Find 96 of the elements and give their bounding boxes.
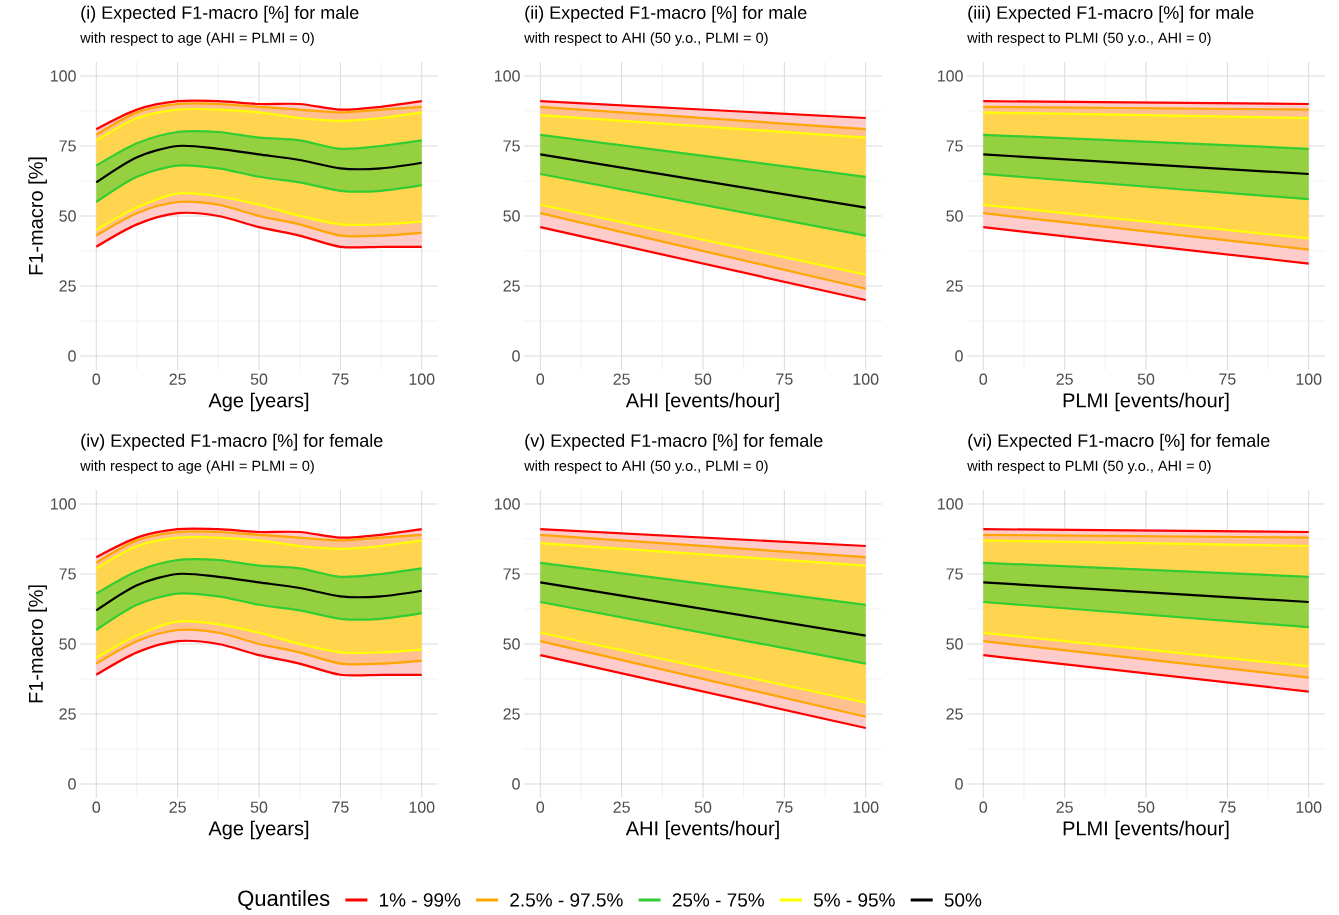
- line-series: [95, 572, 423, 612]
- chart-title: (ii) Expected F1-macro [%] for male: [525, 5, 807, 23]
- y-tick-label: 25: [59, 708, 76, 720]
- y-tick-label: 50: [946, 210, 963, 222]
- x-tick-label: 75: [776, 373, 793, 385]
- y-tick-label: 0: [68, 778, 76, 790]
- x-tick-label: 0: [979, 801, 988, 813]
- chart-subtitle: with respect to age (AHI = PLMI = 0): [80, 460, 314, 474]
- y-axis-title: F1-macro [%]: [28, 585, 47, 703]
- line-series: [95, 200, 423, 238]
- y-tick-label: 75: [503, 140, 520, 152]
- y-tick-label: 25: [946, 280, 963, 292]
- y-tick-label: 75: [946, 140, 963, 152]
- x-axis-title: PLMI [events/hour]: [1063, 820, 1229, 840]
- x-tick-label: 75: [1219, 373, 1236, 385]
- y-tick-label: 25: [946, 708, 963, 720]
- x-tick-label: 75: [332, 801, 349, 813]
- y-tick-label: 0: [512, 778, 520, 790]
- line-series: [95, 557, 423, 595]
- x-tick-label: 50: [250, 373, 268, 385]
- chart-subtitle: with respect to PLMI (50 y.o., AHI = 0): [967, 32, 1211, 46]
- x-axis-title: AHI [events/hour]: [625, 392, 779, 412]
- y-tick-label: 50: [946, 638, 963, 650]
- x-tick-label: 75: [776, 801, 793, 813]
- y-axis-title: F1-macro [%]: [28, 157, 47, 275]
- y-tick-label: 0: [68, 350, 76, 362]
- x-tick-label: 0: [536, 801, 545, 813]
- y-tick-label: 75: [503, 568, 520, 580]
- x-tick-label: 50: [1137, 801, 1155, 813]
- y-tick-label: 25: [503, 280, 520, 292]
- y-tick-label: 100: [938, 70, 963, 82]
- line-series: [95, 592, 423, 632]
- line-series: [95, 639, 423, 677]
- chart-title: (v) Expected F1-macro [%] for female: [525, 433, 823, 451]
- x-tick-label: 25: [169, 801, 186, 813]
- legend-label: 5% - 95%: [813, 893, 895, 907]
- x-axis-title: PLMI [events/hour]: [1063, 392, 1229, 412]
- legend-label: 25% - 75%: [672, 893, 765, 907]
- x-tick-label: 100: [853, 373, 879, 385]
- legend-title: Quantiles: [238, 889, 330, 911]
- x-tick-label: 0: [92, 801, 101, 813]
- x-tick-label: 25: [1056, 801, 1073, 813]
- legend-label: 1% - 99%: [379, 893, 461, 907]
- line-series: [95, 628, 423, 666]
- x-tick-label: 100: [409, 373, 435, 385]
- x-tick-label: 25: [613, 373, 630, 385]
- y-tick-label: 75: [946, 568, 963, 580]
- x-tick-label: 0: [979, 373, 988, 385]
- x-tick-label: 75: [1219, 801, 1236, 813]
- x-axis-title: Age [years]: [208, 392, 309, 412]
- chart-title: (iv) Expected F1-macro [%] for female: [81, 433, 383, 451]
- y-tick-label: 100: [495, 70, 520, 82]
- x-tick-label: 100: [1296, 373, 1322, 385]
- legend-label: 50%: [944, 893, 982, 907]
- line-series: [95, 211, 423, 249]
- y-tick-label: 0: [955, 778, 963, 790]
- line-series: [95, 129, 423, 167]
- chart-subtitle: with respect to AHI (50 y.o., PLMI = 0): [524, 32, 768, 46]
- chart-title: (iii) Expected F1-macro [%] for male: [968, 5, 1254, 23]
- y-tick-label: 50: [59, 638, 76, 650]
- x-tick-label: 100: [409, 801, 435, 813]
- x-tick-label: 50: [694, 801, 712, 813]
- x-axis-title: Age [years]: [208, 820, 309, 840]
- line-series: [95, 144, 423, 184]
- chart-title: (vi) Expected F1-macro [%] for female: [968, 433, 1270, 451]
- line-series: [95, 164, 423, 204]
- y-tick-label: 25: [59, 280, 76, 292]
- legend-label: 2.5% - 97.5%: [510, 893, 623, 907]
- x-tick-label: 25: [1056, 373, 1073, 385]
- y-tick-label: 75: [59, 568, 76, 580]
- x-tick-label: 75: [332, 373, 349, 385]
- y-tick-label: 50: [503, 210, 520, 222]
- x-tick-label: 0: [92, 373, 101, 385]
- x-tick-label: 50: [250, 801, 268, 813]
- y-tick-label: 0: [512, 350, 520, 362]
- x-tick-label: 50: [1137, 373, 1155, 385]
- y-tick-label: 75: [59, 140, 76, 152]
- y-tick-label: 50: [59, 210, 76, 222]
- y-tick-label: 100: [938, 498, 963, 510]
- x-tick-label: 100: [1296, 801, 1322, 813]
- y-tick-label: 100: [51, 70, 76, 82]
- y-tick-label: 0: [955, 350, 963, 362]
- x-tick-label: 25: [613, 801, 630, 813]
- y-tick-label: 25: [503, 708, 520, 720]
- chart-title: (i) Expected F1-macro [%] for male: [81, 5, 359, 23]
- y-tick-label: 50: [503, 638, 520, 650]
- chart-subtitle: with respect to age (AHI = PLMI = 0): [80, 32, 314, 46]
- x-tick-label: 25: [169, 373, 186, 385]
- x-tick-label: 0: [536, 373, 545, 385]
- x-axis-title: AHI [events/hour]: [625, 820, 779, 840]
- x-tick-label: 50: [694, 373, 712, 385]
- chart-subtitle: with respect to PLMI (50 y.o., AHI = 0): [967, 460, 1211, 474]
- y-tick-label: 100: [495, 498, 520, 510]
- y-tick-label: 100: [51, 498, 76, 510]
- chart-subtitle: with respect to AHI (50 y.o., PLMI = 0): [524, 460, 768, 474]
- x-tick-label: 100: [853, 801, 879, 813]
